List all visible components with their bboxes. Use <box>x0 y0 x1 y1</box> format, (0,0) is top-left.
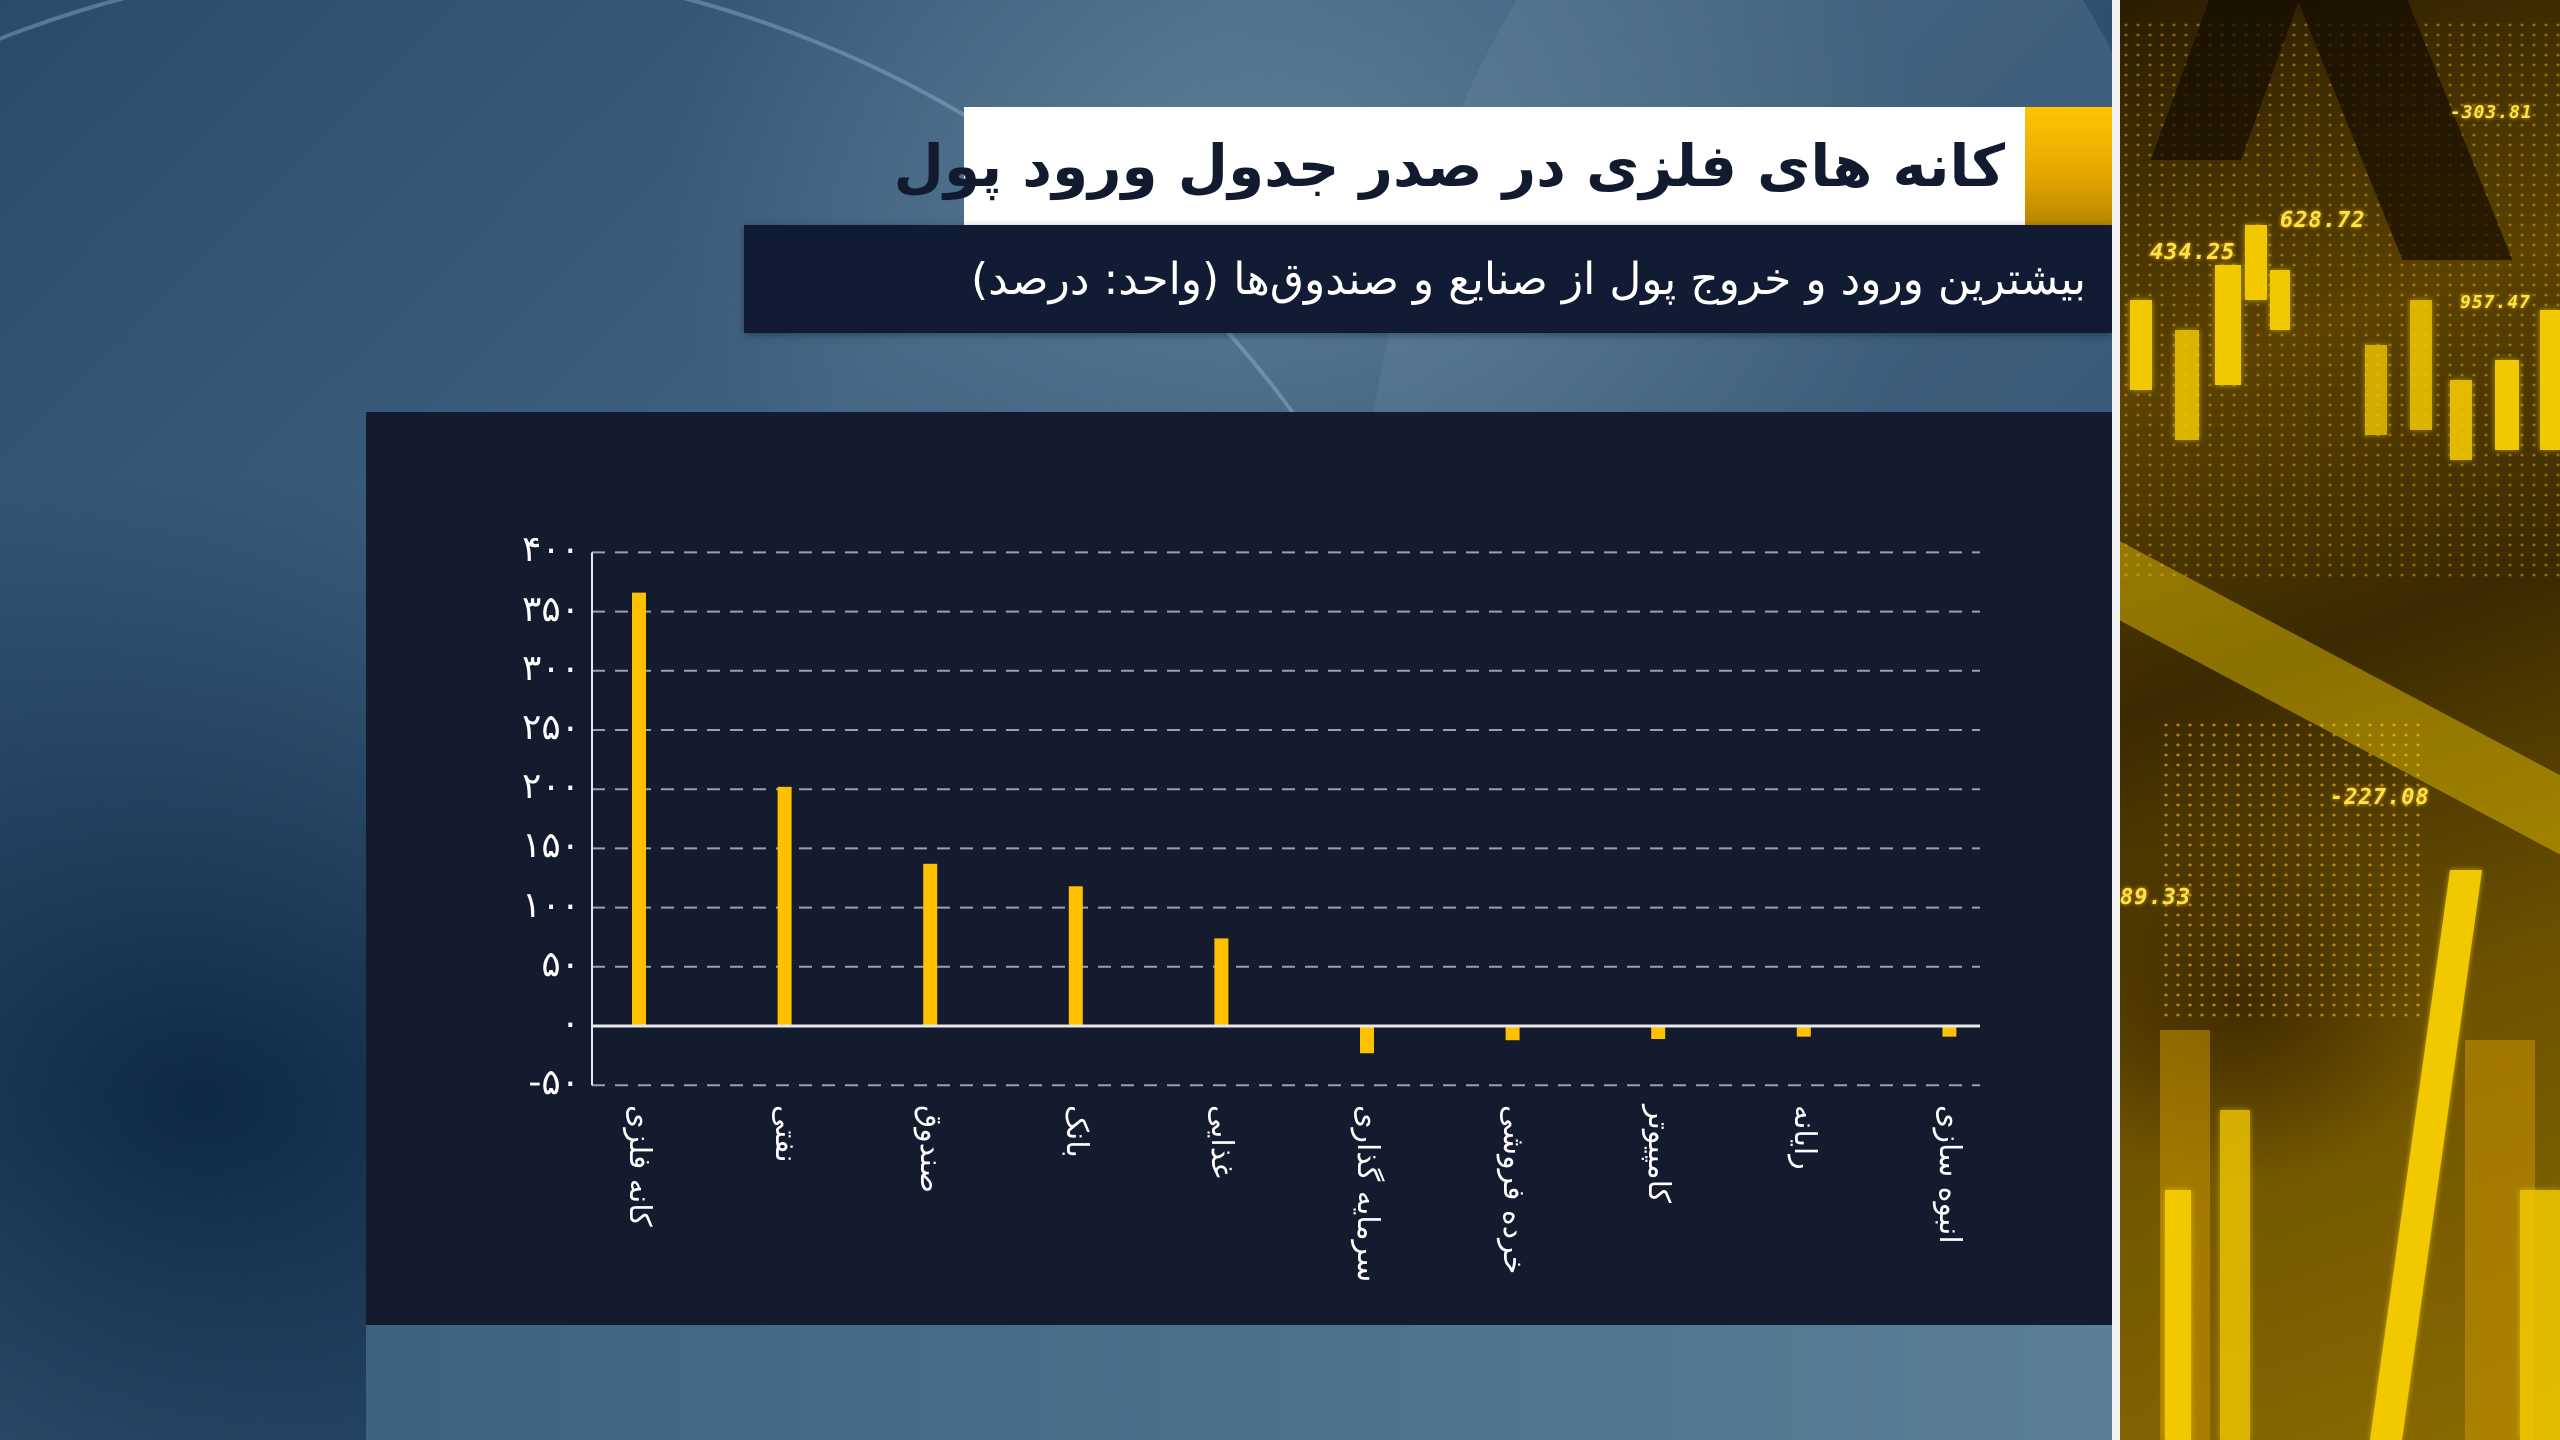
candle-shape <box>2215 265 2241 385</box>
ticker-dots <box>2160 720 2420 1020</box>
candle-shape <box>2130 300 2152 390</box>
chart-subtitle: بیشترین ورود و خروج پول از صنایع و صندوق… <box>971 253 2086 305</box>
ticker-number: -227.08 <box>2330 785 2430 810</box>
y-tick-label: ۲۰۰ <box>521 766 580 808</box>
y-tick-label: ۵۰ <box>541 943 580 985</box>
ticker-number: 89.33 <box>2120 885 2192 910</box>
vertical-divider <box>2112 0 2120 1440</box>
page-title: کانه های فلزی در صدر جدول ورود پول <box>893 132 2005 200</box>
candle-shape <box>2365 345 2387 435</box>
y-tick-label: -۵۰ <box>528 1062 580 1104</box>
x-tick-label: نفتی <box>767 1105 803 1163</box>
background-lower-band <box>366 1325 2112 1440</box>
bar-shape <box>2520 1190 2560 1440</box>
ticker-number: -303.81 <box>2450 102 2533 123</box>
x-tick-label: سرمایه گذاری <box>1350 1105 1385 1283</box>
x-tick-label: کانه فلزی <box>622 1105 657 1227</box>
candle-shape <box>2270 270 2290 330</box>
candle-shape <box>2540 310 2560 450</box>
y-tick-label: ۳۵۰ <box>521 588 580 630</box>
candle-shape <box>2175 330 2199 440</box>
ticker-number: 628.72 <box>2280 208 2366 233</box>
candle-shape <box>2410 300 2432 430</box>
y-tick-label: ۰ <box>560 1003 580 1044</box>
bar-shape <box>2165 1190 2191 1440</box>
y-tick-label: ۳۰۰ <box>521 647 580 689</box>
x-tick-label: غذایی <box>1204 1105 1240 1179</box>
ticker-number: 957.47 <box>2460 292 2532 313</box>
candle-shape <box>2495 360 2519 450</box>
y-tick-label: ۲۵۰ <box>521 707 580 748</box>
x-tick-label: کامپیوتر <box>1641 1105 1677 1203</box>
y-tick-label: ۱۰۰ <box>521 884 580 926</box>
x-tick-label: صندوق <box>913 1105 949 1194</box>
chart-panel <box>366 412 2112 1325</box>
y-tick-label: ۴۰۰ <box>521 529 580 571</box>
x-tick-label: خرده فروشی <box>1495 1105 1531 1275</box>
candle-shape <box>2245 225 2267 300</box>
x-tick-label: انبوه سازی <box>1932 1105 1968 1244</box>
subtitle-box: بیشترین ورود و خروج پول از صنایع و صندوق… <box>744 225 2112 333</box>
title-box: کانه های فلزی در صدر جدول ورود پول <box>894 107 2025 225</box>
ticker-number: 434.25 <box>2150 240 2236 265</box>
x-tick-label: رایانه <box>1786 1105 1822 1170</box>
bar-shape <box>2220 1110 2250 1440</box>
title-accent-bar <box>2025 107 2112 225</box>
candle-shape <box>2450 380 2472 460</box>
x-tick-label: بانک <box>1058 1105 1094 1158</box>
stock-market-decor-image: 434.25 628.72 -303.81 957.47 -227.08 89.… <box>2120 0 2560 1440</box>
y-tick-label: ۱۵۰ <box>521 825 580 867</box>
